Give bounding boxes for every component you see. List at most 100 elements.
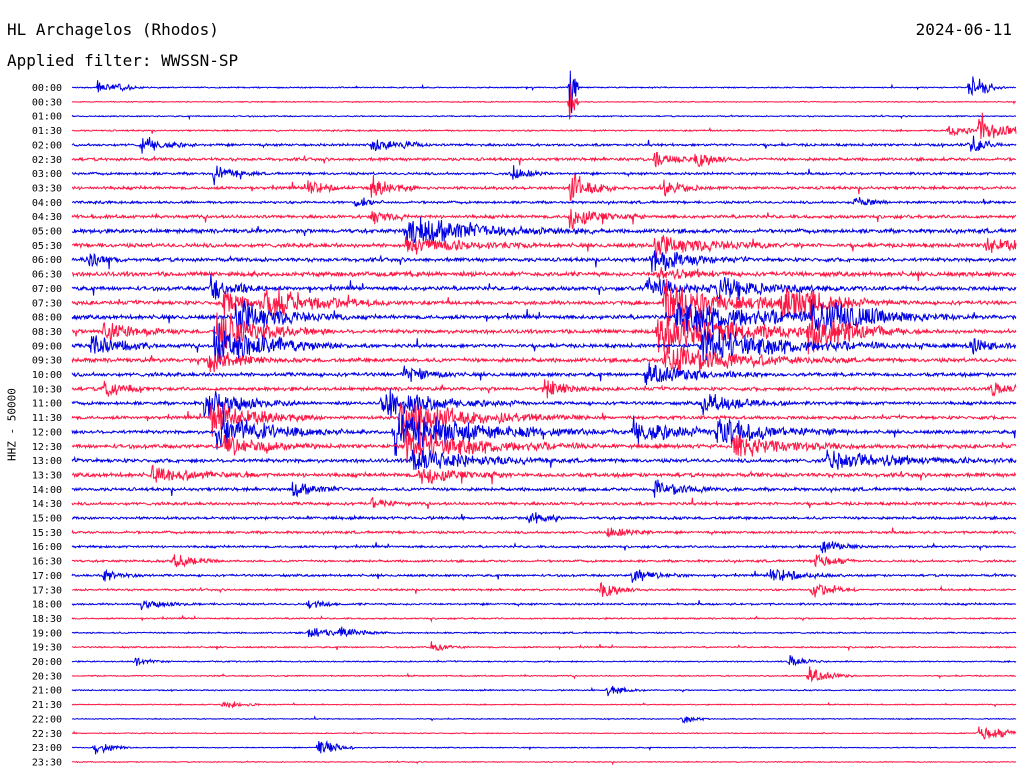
trace-line-0830 <box>71 312 1017 355</box>
trace-line-0430 <box>71 208 1017 230</box>
trace-line-2000 <box>71 655 1017 667</box>
trace-line-1430 <box>71 497 1017 510</box>
time-tick-label: 22:30 <box>32 729 62 740</box>
time-tick-label: 03:30 <box>32 183 62 194</box>
time-tick-label: 15:30 <box>32 528 62 539</box>
trace-line-0800 <box>71 299 1017 339</box>
trace-line-1100 <box>71 388 1017 418</box>
time-tick-label: 20:30 <box>32 671 62 682</box>
time-tick-label: 14:30 <box>32 499 62 510</box>
time-tick-label: 07:30 <box>32 298 62 309</box>
trace-line-0630 <box>71 267 1017 282</box>
trace-line-1700 <box>71 568 1017 583</box>
trace-line-1730 <box>71 581 1017 598</box>
trace-line-0330 <box>71 173 1017 201</box>
trace-line-0200 <box>71 135 1017 154</box>
trace-line-1500 <box>71 512 1017 524</box>
time-tick-label: 00:00 <box>32 83 62 94</box>
trace-line-1300 <box>71 449 1017 470</box>
trace-line-0730 <box>71 278 1017 327</box>
station-title: HL Archagelos (Rhodos) <box>7 20 219 39</box>
trace-line-2030 <box>71 666 1017 683</box>
time-tick-label: 21:00 <box>32 686 62 697</box>
time-tick-label: 20:00 <box>32 657 62 668</box>
trace-line-1400 <box>71 479 1017 498</box>
time-tick-label: 04:30 <box>32 212 62 223</box>
trace-line-0030 <box>71 83 1017 120</box>
time-tick-label: 22:00 <box>32 714 62 725</box>
trace-line-0700 <box>71 273 1017 300</box>
time-tick-label: 16:00 <box>32 542 62 553</box>
time-tick-label: 12:30 <box>32 442 62 453</box>
time-tick-label: 19:30 <box>32 643 62 654</box>
time-tick-label: 01:30 <box>32 126 62 137</box>
time-tick-label: 07:00 <box>32 284 62 295</box>
time-tick-label: 01:00 <box>32 112 62 123</box>
trace-line-0900 <box>71 323 1017 365</box>
time-tick-label: 02:30 <box>32 155 62 166</box>
time-tick-label: 18:00 <box>32 600 62 611</box>
time-tick-label: 18:30 <box>32 614 62 625</box>
time-tick-label: 09:30 <box>32 356 62 367</box>
trace-line-0530 <box>72 235 1017 259</box>
time-tick-label: 06:00 <box>32 255 62 266</box>
trace-line-0300 <box>71 165 1017 186</box>
trace-line-0130 <box>71 112 1017 139</box>
trace-line-1600 <box>71 541 1017 554</box>
time-tick-label: 21:30 <box>32 700 62 711</box>
time-tick-label: 08:30 <box>32 327 62 338</box>
trace-line-0930 <box>71 344 1017 374</box>
filter-label: Applied filter: WWSSN-SP <box>7 51 239 70</box>
time-tick-labels: 00:00 00:30 01:00 01:30 02:00 02:30 03:00 03:30… <box>32 83 62 768</box>
time-tick-label: 13:30 <box>32 470 62 481</box>
trace-line-1930 <box>71 641 1017 652</box>
trace-line-0100 <box>71 114 1017 121</box>
time-tick-label: 17:30 <box>32 585 62 596</box>
record-date: 2024-06-11 <box>915 20 1012 39</box>
trace-line-1800 <box>71 599 1017 611</box>
trace-line-0230 <box>71 151 1017 168</box>
time-tick-label: 14:00 <box>32 485 62 496</box>
trace-line-2230 <box>71 726 1017 740</box>
trace-line-0500 <box>71 216 1017 247</box>
time-tick-label: 23:00 <box>32 743 62 754</box>
trace-line-2100 <box>71 685 1017 697</box>
trace-line-1330 <box>71 464 1017 485</box>
time-tick-label: 11:00 <box>32 399 62 410</box>
time-tick-label: 19:00 <box>32 628 62 639</box>
time-tick-label: 03:00 <box>32 169 62 180</box>
trace-line-2330 <box>71 760 1017 766</box>
time-tick-label: 00:30 <box>32 97 62 108</box>
trace-line-2300 <box>71 739 1017 755</box>
trace-line-1900 <box>71 626 1017 638</box>
time-tick-label: 16:30 <box>32 557 62 568</box>
trace-line-1830 <box>71 614 1017 623</box>
trace-line-1630 <box>71 553 1017 568</box>
trace-line-1200 <box>71 410 1017 457</box>
time-tick-label: 10:30 <box>32 384 62 395</box>
time-tick-label: 13:00 <box>32 456 62 467</box>
trace-line-0400 <box>71 197 1017 207</box>
time-tick-label: 12:00 <box>32 427 62 438</box>
time-tick-label: 08:00 <box>32 313 62 324</box>
trace-line-0600 <box>71 250 1017 273</box>
trace-line-1230 <box>71 428 1017 462</box>
time-tick-label: 05:00 <box>32 227 62 238</box>
trace-line-1130 <box>71 402 1017 437</box>
time-tick-label: 15:00 <box>32 514 62 525</box>
time-tick-label: 06:30 <box>32 270 62 281</box>
trace-line-1030 <box>71 379 1017 399</box>
time-tick-label: 02:00 <box>32 140 62 151</box>
time-tick-label: 04:00 <box>32 198 62 209</box>
trace-line-1000 <box>71 362 1017 386</box>
time-tick-label: 11:30 <box>32 413 62 424</box>
time-tick-label: 23:30 <box>32 757 62 768</box>
trace-line-2200 <box>71 715 1017 724</box>
trace-line-1530 <box>71 527 1017 538</box>
trace-line-2130 <box>71 701 1017 709</box>
trace-group <box>71 70 1017 766</box>
time-tick-label: 05:30 <box>32 241 62 252</box>
time-tick-label: 17:00 <box>32 571 62 582</box>
time-tick-label: 09:00 <box>32 341 62 352</box>
